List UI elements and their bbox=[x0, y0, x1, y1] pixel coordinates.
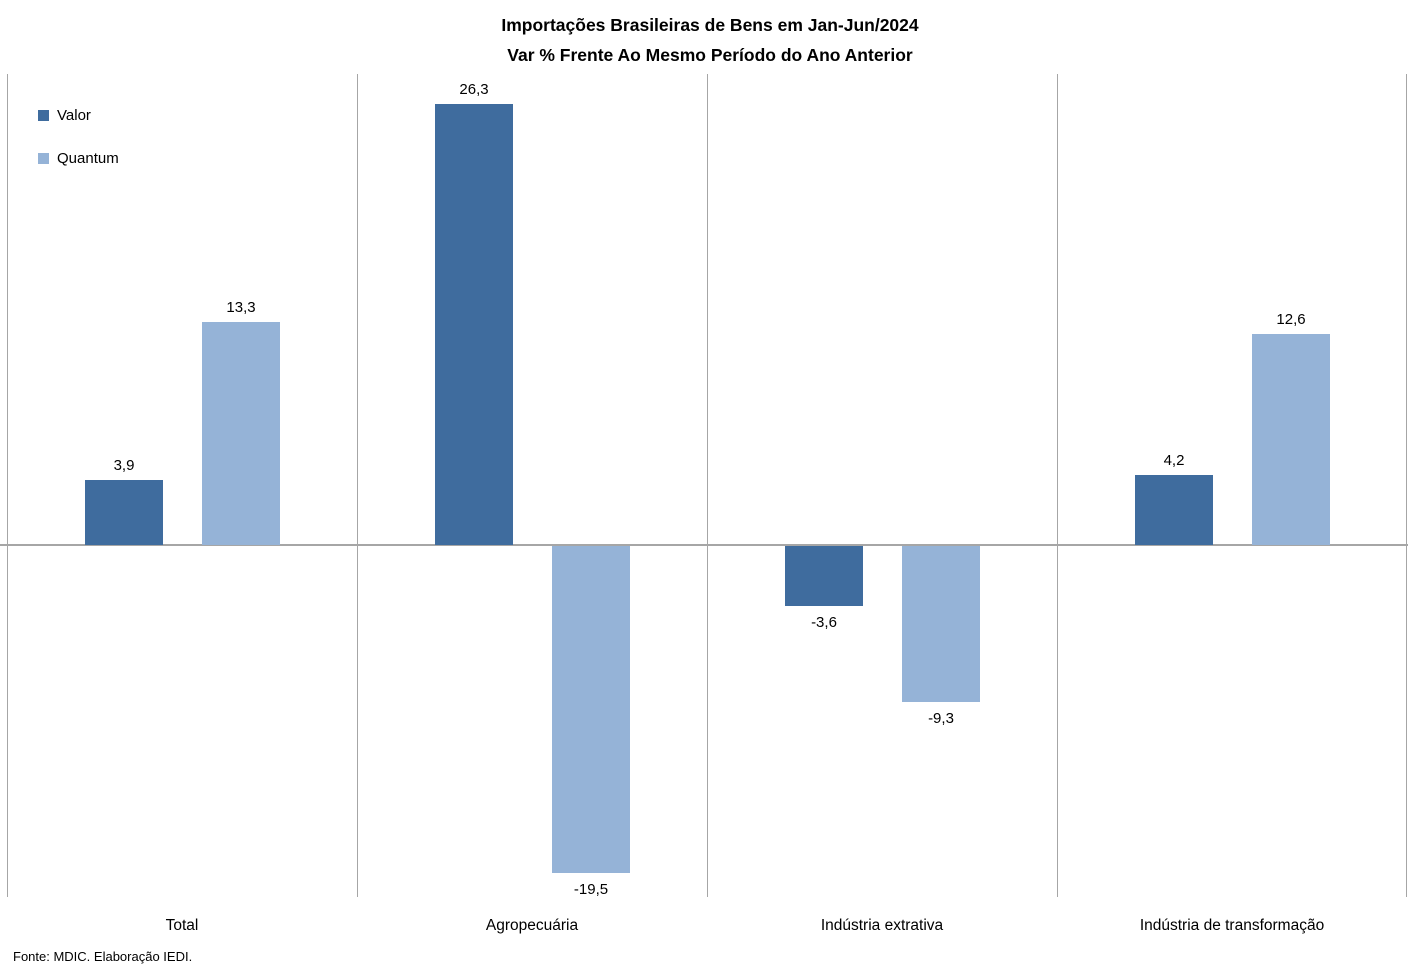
value-label-quantum-4: 12,6 bbox=[1276, 310, 1306, 328]
chart-subtitle: Var % Frente Ao Mesmo Período do Ano Ant… bbox=[507, 45, 913, 65]
bar-valor-1 bbox=[85, 479, 163, 545]
x-axis-line bbox=[0, 544, 1408, 546]
legend-item-valor: Valor bbox=[38, 106, 119, 124]
plot-left-border bbox=[7, 74, 8, 897]
bar-valor-2 bbox=[435, 104, 513, 545]
category-label-3: Indústria extrativa bbox=[820, 917, 944, 934]
value-label-quantum-3: -9,3 bbox=[928, 709, 954, 727]
value-label-quantum-1: 13,3 bbox=[226, 299, 256, 317]
legend-swatch-quantum bbox=[38, 152, 49, 164]
category-separator-line bbox=[707, 74, 708, 897]
bar-quantum-3 bbox=[902, 546, 980, 702]
category-label-4: Indústria de transformação bbox=[1139, 917, 1325, 934]
bar-quantum-4 bbox=[1252, 333, 1330, 545]
bar-quantum-1 bbox=[202, 322, 280, 545]
value-label-valor-1: 3,9 bbox=[113, 456, 135, 474]
source-note: Fonte: MDIC. Elaboração IEDI. bbox=[13, 949, 193, 964]
bar-quantum-2 bbox=[552, 546, 630, 873]
category-label-2: Agropecuária bbox=[485, 917, 579, 934]
legend-label-valor: Valor bbox=[57, 106, 91, 124]
value-label-valor-3: -3,6 bbox=[811, 614, 837, 632]
plot-area: 3,9 13,3 Total 26,3 -19,5 Agropecuária -3,6 -9,… bbox=[0, 74, 1408, 934]
value-label-valor-2: 26,3 bbox=[459, 81, 489, 99]
value-label-valor-4: 4,2 bbox=[1163, 451, 1185, 469]
bar-valor-3 bbox=[785, 546, 863, 607]
legend: Valor Quantum bbox=[38, 106, 119, 192]
legend-label-quantum: Quantum bbox=[57, 149, 119, 167]
chart-title-block: Importações Brasileiras de Bens em Jan-J… bbox=[0, 10, 1420, 70]
plot-right-border bbox=[1406, 74, 1407, 897]
bar-valor-4 bbox=[1135, 474, 1213, 545]
category-label-1: Total bbox=[165, 917, 199, 934]
category-separator-line bbox=[1057, 74, 1058, 897]
legend-item-quantum: Quantum bbox=[38, 149, 119, 167]
legend-swatch-valor bbox=[38, 109, 49, 121]
chart-title: Importações Brasileiras de Bens em Jan-J… bbox=[501, 15, 919, 35]
value-label-quantum-2: -19,5 bbox=[573, 880, 609, 898]
category-separator-line bbox=[357, 74, 358, 897]
